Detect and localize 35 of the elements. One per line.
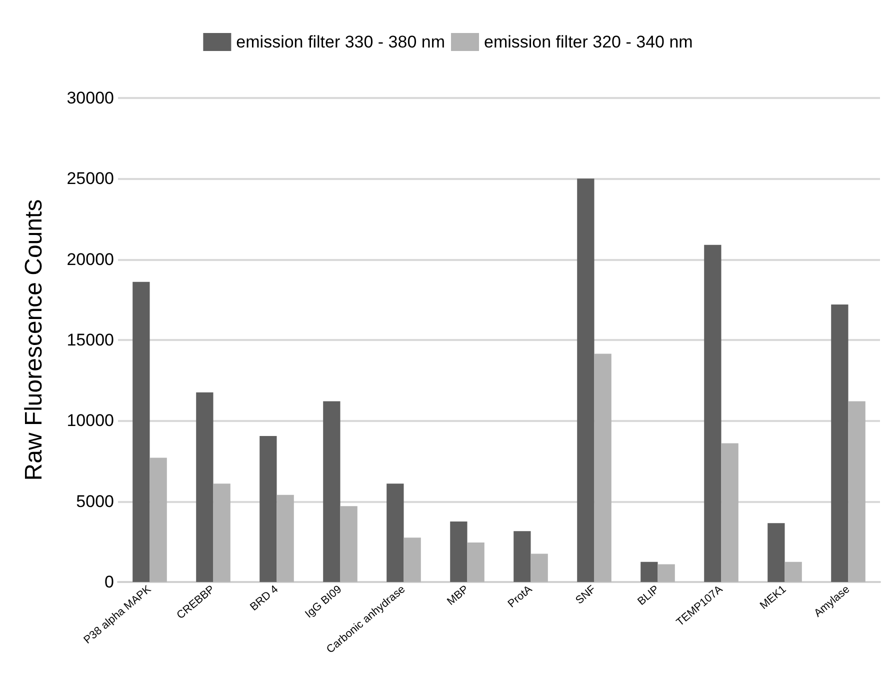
- y-tick-label: 20000: [66, 250, 114, 269]
- y-tick-label: 15000: [66, 330, 114, 350]
- bar: [276, 494, 294, 582]
- bar: [213, 484, 230, 582]
- bar: [658, 564, 675, 582]
- y-tick-label: 0: [104, 572, 114, 592]
- bar: [467, 542, 484, 582]
- legend-label: emission filter 320 - 340 nm: [484, 32, 693, 52]
- bar: [721, 443, 738, 582]
- bar: [196, 392, 214, 582]
- bar: [640, 562, 658, 582]
- y-tick-label: 5000: [76, 492, 114, 511]
- bar: [340, 506, 358, 582]
- bar: [848, 401, 866, 582]
- x-tick-label: BRD 4: [248, 583, 281, 614]
- bar: [404, 538, 421, 582]
- bar: [132, 282, 150, 582]
- bar: [831, 304, 848, 582]
- y-tick-label: 25000: [66, 169, 114, 188]
- y-tick-label: 10000: [66, 411, 114, 430]
- bar: [450, 522, 468, 582]
- bar: [704, 244, 722, 582]
- bar: [577, 178, 594, 582]
- bar: [514, 531, 531, 582]
- bar: [768, 523, 785, 582]
- legend-label: emission filter 330 - 380 nm: [236, 32, 446, 52]
- bar: [594, 354, 612, 582]
- bar: [150, 458, 167, 582]
- bar: [260, 436, 277, 582]
- bar: [323, 401, 340, 582]
- bar: [386, 484, 404, 582]
- bar: [530, 554, 548, 582]
- y-axis-title: Raw Fluorescence Counts: [20, 199, 48, 481]
- y-tick-label: 30000: [66, 88, 114, 108]
- bar: [784, 562, 802, 582]
